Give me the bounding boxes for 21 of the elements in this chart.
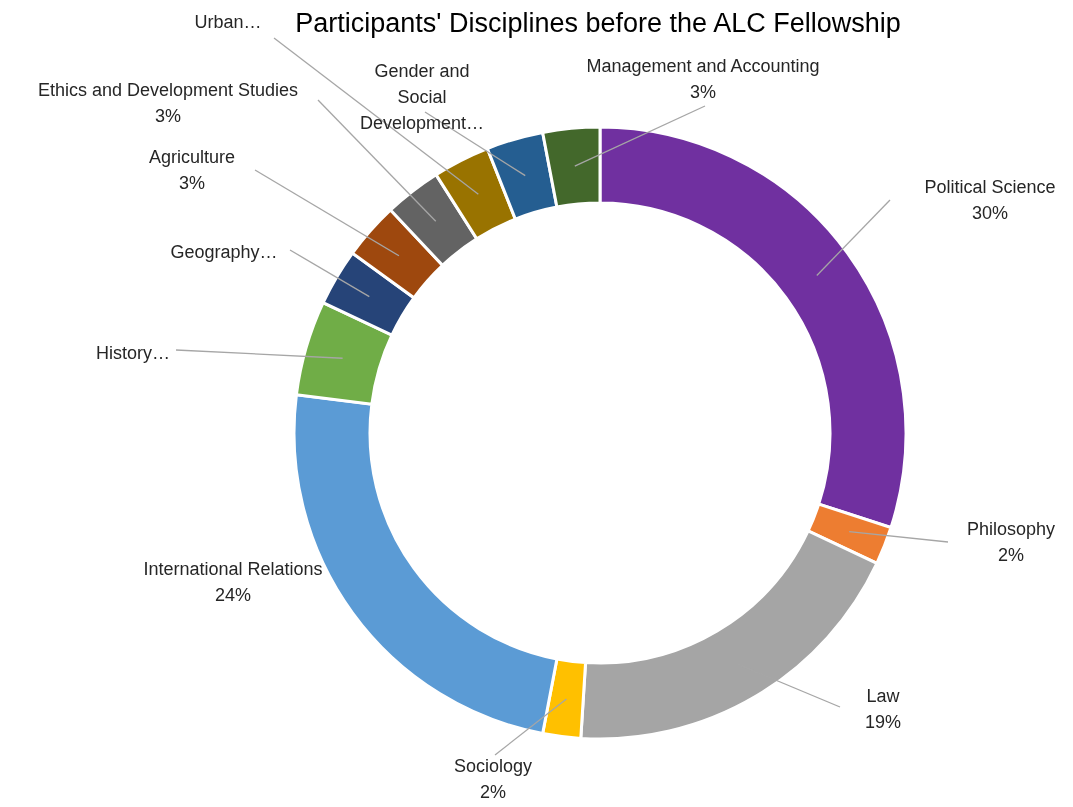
data-label: 19% [864, 712, 902, 732]
slice-label: Philosophy [966, 519, 1056, 539]
chart-title: Participants' Disciplines before the ALC Fellowship [295, 8, 901, 38]
slice-label: Agriculture [148, 147, 236, 167]
slice-label: Management and Accounting [586, 56, 820, 76]
slice-label: Gender and Social Development… [359, 61, 485, 133]
slice-label: Law [866, 686, 901, 706]
data-label: 30% [971, 203, 1009, 223]
slice-label: Political Science [924, 177, 1056, 197]
data-label: 24% [214, 585, 252, 605]
data-label: 3% [154, 106, 182, 126]
data-label: 3% [178, 173, 206, 193]
data-label: 3% [689, 82, 717, 102]
data-label: 2% [997, 545, 1025, 565]
slice-label: Sociology [453, 756, 533, 776]
slice-label: Urban… [194, 12, 262, 32]
slice-label: Ethics and Development Studies [37, 80, 299, 100]
slice-label: Geography… [170, 242, 278, 262]
slice-label: History… [95, 343, 171, 363]
slice-label: International Relations [143, 559, 323, 579]
data-label: 2% [479, 782, 507, 802]
